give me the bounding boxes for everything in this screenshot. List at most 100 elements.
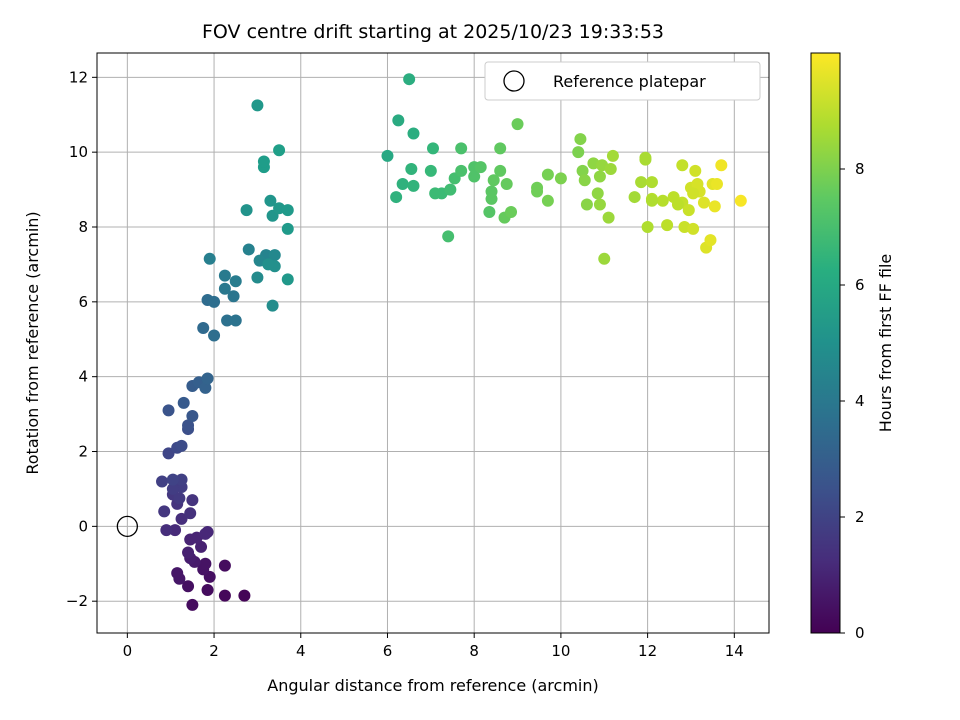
- data-point: [641, 221, 654, 233]
- data-point: [242, 243, 255, 256]
- data-point: [505, 206, 518, 219]
- colorbar: [810, 52, 841, 634]
- data-point: [676, 159, 689, 172]
- data-point: [208, 295, 221, 308]
- data-point: [593, 170, 606, 183]
- y-tick-label: 8: [78, 218, 88, 236]
- data-point: [687, 187, 700, 200]
- y-tick-label: 4: [78, 368, 88, 386]
- data-point: [468, 170, 481, 183]
- x-tick-label: 2: [209, 642, 219, 660]
- data-point: [251, 99, 264, 112]
- data-point: [580, 198, 593, 211]
- data-point: [175, 439, 188, 452]
- data-point: [199, 381, 212, 394]
- data-point: [593, 198, 606, 211]
- colorbar-label: Hours from first FF file: [876, 254, 895, 433]
- data-point: [704, 234, 717, 247]
- data-point: [169, 524, 182, 537]
- data-point: [396, 177, 409, 190]
- data-point: [455, 164, 468, 177]
- legend: Reference platepar: [484, 61, 761, 101]
- y-tick-label: −2: [66, 592, 88, 610]
- data-point: [424, 164, 437, 177]
- colorbar-tick-label: 8: [855, 160, 865, 178]
- x-tick-label: 14: [725, 642, 744, 660]
- data-point: [687, 222, 700, 235]
- data-point: [407, 127, 420, 140]
- data-point: [251, 271, 264, 284]
- data-point: [602, 211, 615, 224]
- colorbar-tick-label: 2: [855, 508, 865, 526]
- data-point: [541, 194, 554, 207]
- data-point: [177, 396, 190, 409]
- data-point: [407, 179, 420, 192]
- data-point: [511, 118, 524, 131]
- y-tick-label: 10: [69, 143, 88, 161]
- y-tick-label: 0: [78, 517, 88, 535]
- data-point: [281, 204, 294, 217]
- colorbar-ticks: 0 2 4 6 8: [840, 160, 865, 642]
- data-point: [273, 144, 286, 157]
- chart-title: FOV centre drift starting at 2025/10/23 …: [202, 21, 664, 43]
- data-point: [186, 494, 199, 507]
- data-point: [182, 419, 195, 432]
- y-tick-label: 2: [78, 443, 88, 461]
- data-point: [218, 282, 231, 295]
- data-point: [598, 252, 611, 265]
- data-point: [574, 133, 587, 146]
- data-point: [201, 583, 214, 596]
- data-point: [645, 194, 658, 207]
- data-point: [485, 185, 498, 198]
- x-tick-label: 8: [469, 642, 479, 660]
- data-point: [184, 507, 197, 520]
- data-point: [182, 580, 195, 593]
- data-point: [262, 258, 275, 271]
- data-point: [184, 533, 197, 546]
- data-point: [166, 482, 179, 495]
- data-point: [531, 181, 544, 194]
- data-point: [487, 174, 500, 187]
- data-point: [708, 200, 721, 213]
- data-point: [218, 269, 231, 282]
- data-point: [268, 249, 281, 262]
- data-point: [227, 290, 240, 303]
- data-point: [554, 172, 567, 185]
- data-point: [171, 567, 184, 580]
- data-point: [494, 142, 507, 155]
- data-point: [455, 142, 468, 155]
- data-point: [541, 168, 554, 181]
- data-point: [572, 146, 585, 159]
- data-point: [474, 161, 487, 174]
- data-point: [197, 322, 210, 335]
- plot-frame: [96, 52, 770, 634]
- data-point: [591, 187, 604, 200]
- data-point: [734, 194, 747, 207]
- data-point: [218, 589, 231, 602]
- data-point: [715, 159, 728, 172]
- data-point: [494, 164, 507, 177]
- data-point: [186, 598, 199, 611]
- y-axis-label: Rotation from reference (arcmin): [23, 211, 42, 474]
- colorbar-tick-label: 0: [855, 624, 865, 642]
- data-point: [483, 206, 496, 219]
- data-point: [182, 546, 195, 559]
- data-point: [281, 273, 294, 286]
- data-point: [635, 176, 648, 189]
- data-point: [166, 473, 179, 486]
- data-point: [156, 475, 169, 488]
- data-point: [186, 409, 199, 422]
- data-point: [238, 589, 251, 602]
- ticks-layer: 0 2 4 6 8 10 12 14 −2 0 2 4 6 8 10 12: [66, 68, 744, 660]
- data-point: [604, 163, 617, 175]
- data-point: [221, 314, 234, 327]
- reference-platepar-point: [116, 515, 138, 538]
- x-tick-label: 12: [638, 642, 657, 660]
- x-tick-label: 10: [551, 642, 570, 660]
- data-point: [576, 164, 589, 177]
- data-point: [578, 174, 591, 187]
- x-tick-label: 0: [123, 642, 133, 660]
- data-point: [381, 149, 394, 162]
- data-point: [264, 194, 277, 207]
- data-point: [266, 299, 279, 312]
